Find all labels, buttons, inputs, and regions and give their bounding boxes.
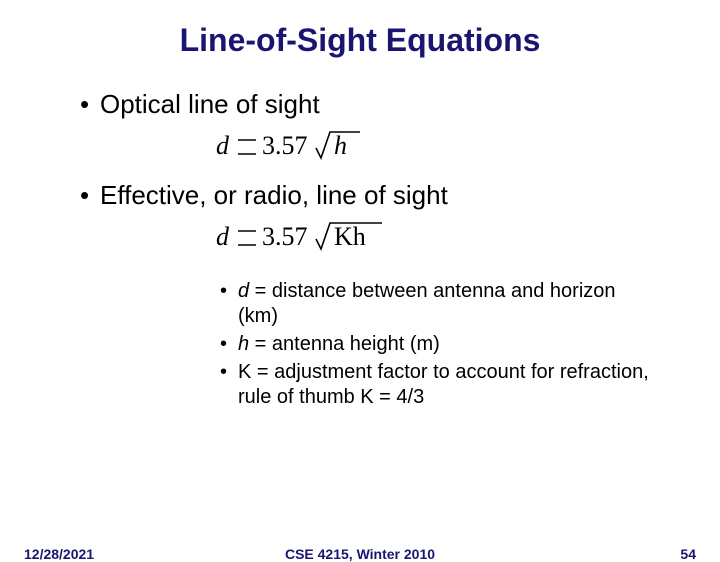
definition-bullets: •d = distance between antenna and horizo… — [220, 279, 660, 410]
bullet-effective: •Effective, or radio, line of sight — [80, 180, 720, 211]
var-d: d — [238, 280, 249, 302]
bullet-dot-icon: • — [80, 180, 100, 211]
footer-course: CSE 4215, Winter 2010 — [0, 546, 720, 562]
bullet-dot-icon: • — [220, 279, 238, 304]
var-h: h — [238, 333, 249, 355]
bullet-dot-icon: • — [220, 360, 238, 385]
eq-radicand: Kh — [334, 222, 366, 251]
equation-optical: d 3.57 h — [210, 126, 720, 166]
def-text: K = adjustment factor to account for ref… — [238, 361, 649, 408]
def-text: = distance between antenna and horizon (… — [238, 280, 616, 327]
bullet-dot-icon: • — [80, 89, 100, 120]
def-k: •K = adjustment factor to account for re… — [220, 360, 660, 410]
slide-title: Line-of-Sight Equations — [0, 22, 720, 59]
equation-effective: d 3.57 Kh — [210, 217, 720, 257]
bullet-optical: •Optical line of sight — [80, 89, 720, 120]
footer-page-number: 54 — [680, 546, 696, 562]
eq-lhs: d — [216, 222, 230, 251]
eq-lhs: d — [216, 131, 230, 160]
bullet-text: Optical line of sight — [100, 89, 320, 119]
def-h: •h = antenna height (m) — [220, 332, 660, 357]
def-d: •d = distance between antenna and horizo… — [220, 279, 660, 329]
eq-coeff: 3.57 — [262, 222, 308, 251]
eq-coeff: 3.57 — [262, 131, 308, 160]
def-text: = antenna height (m) — [249, 333, 440, 355]
bullet-text: Effective, or radio, line of sight — [100, 180, 448, 210]
eq-radicand: h — [334, 131, 347, 160]
main-bullets: •Optical line of sight d 3.57 h •Effecti… — [80, 89, 720, 410]
bullet-dot-icon: • — [220, 332, 238, 357]
